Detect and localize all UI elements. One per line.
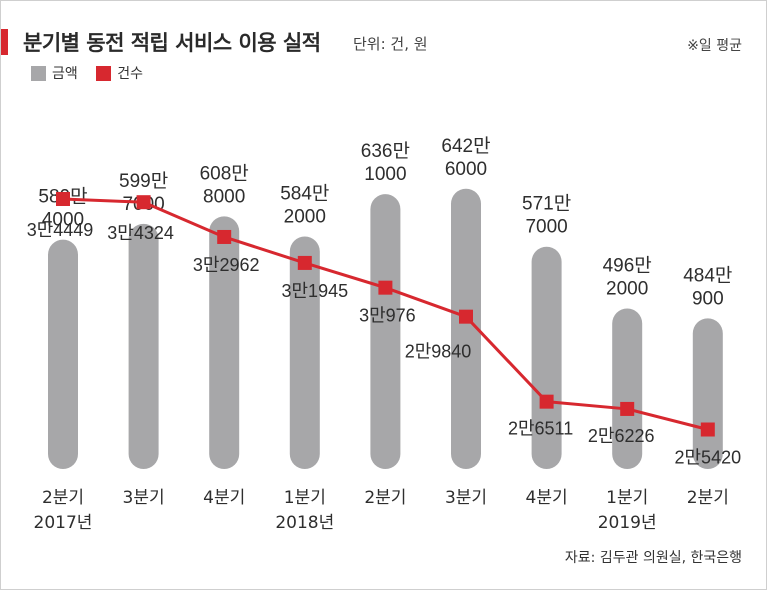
amount-label: 571만 bbox=[522, 193, 571, 215]
legend-item-amount: 금액 bbox=[31, 63, 78, 83]
category-label: 3분기 bbox=[445, 488, 487, 508]
count-label: 2만9840 bbox=[405, 342, 472, 362]
count-label: 2만6511 bbox=[508, 419, 573, 439]
category-year-label: 2019년 bbox=[598, 513, 657, 533]
count-point bbox=[136, 195, 151, 210]
title-accent-bar bbox=[1, 29, 8, 55]
amount-label: 1000 bbox=[364, 164, 406, 185]
legend-item-count: 건수 bbox=[96, 63, 143, 83]
legend: 금액 건수 bbox=[31, 63, 157, 85]
amount-bar bbox=[128, 223, 159, 469]
count-label: 3만2962 bbox=[193, 255, 260, 275]
legend-swatch-count bbox=[96, 65, 112, 81]
amount-label: 900 bbox=[692, 288, 724, 309]
legend-swatch-amount bbox=[31, 65, 46, 81]
amount-bar bbox=[612, 308, 643, 469]
amount-label: 584만 bbox=[280, 183, 329, 205]
category-label: 2분기 bbox=[42, 488, 84, 508]
count-label: 3만4324 bbox=[107, 223, 174, 243]
amount-bar bbox=[692, 318, 723, 469]
count-point bbox=[459, 309, 473, 324]
category-label: 4분기 bbox=[526, 488, 568, 508]
amount-bar bbox=[209, 216, 240, 469]
amount-label: 642만 bbox=[441, 135, 490, 157]
legend-label-amount: 금액 bbox=[52, 66, 78, 82]
amount-label: 599만 bbox=[119, 170, 168, 192]
chart-title: 분기별 동전 적립 서비스 이용 실적 bbox=[23, 31, 321, 55]
amount-label: 636만 bbox=[361, 140, 410, 162]
count-point bbox=[700, 422, 715, 437]
unit-label: 단위: 건, 원 bbox=[353, 35, 428, 53]
source-credit: 자료: 김두관 의원실, 한국은행 bbox=[564, 550, 742, 566]
category-label: 2분기 bbox=[364, 488, 406, 508]
amount-label: 4000 bbox=[42, 210, 84, 231]
amount-bar bbox=[48, 239, 78, 469]
amount-label: 8000 bbox=[203, 186, 245, 207]
amount-bar bbox=[289, 236, 320, 469]
amount-label: 6000 bbox=[445, 159, 487, 180]
category-label: 1분기 bbox=[284, 488, 326, 508]
count-label: 3만4449 bbox=[27, 220, 94, 240]
category-label: 1분기 bbox=[606, 488, 648, 508]
legend-label-count: 건수 bbox=[117, 66, 143, 82]
amount-label: 484만 bbox=[683, 264, 732, 286]
amount-bar bbox=[370, 194, 401, 470]
count-label: 2만6226 bbox=[588, 426, 655, 446]
amount-label: 608만 bbox=[200, 162, 249, 184]
amount-bar bbox=[531, 246, 562, 469]
amount-bar bbox=[451, 188, 481, 469]
count-point bbox=[297, 255, 312, 270]
daily-average-note: ※일 평균 bbox=[687, 38, 742, 54]
amount-label: 496만 bbox=[603, 255, 652, 277]
category-label: 2분기 bbox=[687, 488, 729, 508]
category-label: 4분기 bbox=[203, 488, 245, 508]
amount-label: 7000 bbox=[525, 217, 567, 238]
amount-label: 2000 bbox=[606, 279, 648, 300]
category-year-label: 2018년 bbox=[275, 513, 334, 533]
count-point bbox=[56, 192, 70, 206]
count-label: 3만1945 bbox=[281, 281, 348, 301]
count-point bbox=[620, 401, 635, 416]
count-label: 3만976 bbox=[359, 306, 416, 326]
count-point bbox=[539, 394, 554, 409]
category-year-label: 2017년 bbox=[34, 513, 93, 533]
count-point bbox=[378, 280, 393, 295]
count-point bbox=[217, 229, 232, 244]
category-label: 3분기 bbox=[123, 488, 165, 508]
amount-label: 2000 bbox=[284, 207, 326, 228]
count-label: 2만5420 bbox=[674, 448, 741, 468]
